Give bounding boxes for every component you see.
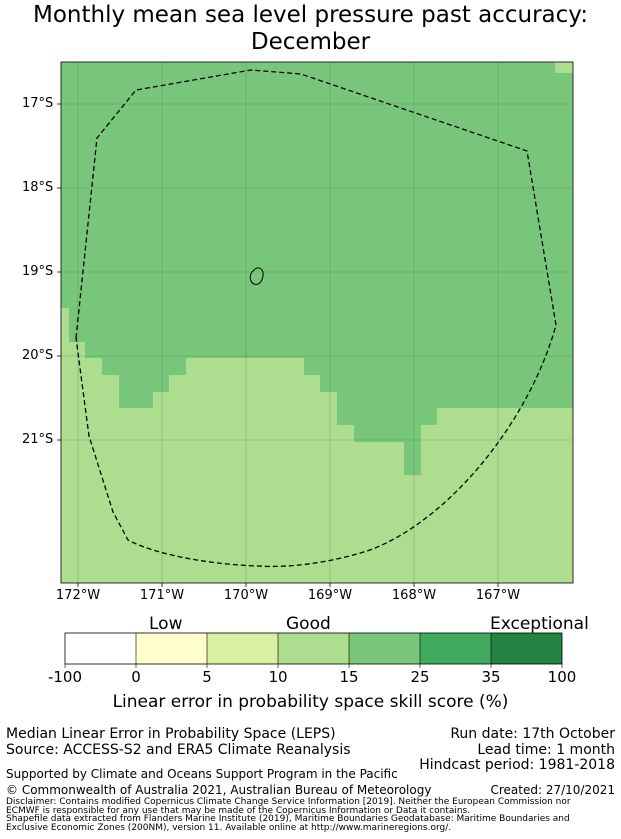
colorbar-seg-3	[207, 633, 278, 664]
copyright-text: © Commonwealth of Australia 2021, Austra…	[6, 783, 432, 797]
lat-label-17s: 17°S	[22, 96, 54, 111]
method-text: Median Linear Error in Probability Space…	[6, 726, 336, 742]
colorbar-frame	[64, 632, 563, 665]
colorbar-axis-label: Linear error in probability space skill …	[112, 692, 509, 712]
lat-label-21s: 21°S	[22, 432, 54, 447]
colorbar-seg-5	[349, 633, 420, 664]
disclaimer-line-2: ECMWF is responsible for any use that ma…	[6, 806, 471, 816]
title-line-2: December	[250, 29, 371, 55]
eez-boundary	[75, 69, 557, 568]
colorbar-category-exceptional: Exceptional	[490, 614, 589, 634]
map-frame	[60, 61, 574, 584]
colorbar-seg-2	[136, 633, 207, 664]
colorbar-tick: -100	[47, 668, 83, 686]
colorbar-category-low: Low	[149, 614, 183, 634]
lead-time-text: Lead time: 1 month	[477, 742, 615, 758]
colorbar-tick: 25	[410, 668, 430, 686]
source-text: Source: ACCESS-S2 and ERA5 Climate Reana…	[6, 742, 351, 758]
colorbar-seg-4	[278, 633, 349, 664]
created-text: Created: 27/10/2021	[490, 783, 615, 797]
lon-label-169w: 169°W	[307, 588, 353, 603]
lat-label-20s: 20°S	[22, 348, 54, 363]
title-line-1: Monthly mean sea level pressure past acc…	[33, 2, 588, 28]
map-title: Monthly mean sea level pressure past acc…	[0, 2, 621, 56]
niue-island-outline	[249, 267, 264, 285]
lon-label-171w: 171°W	[139, 588, 185, 603]
lon-label-167w: 167°W	[475, 588, 521, 603]
support-text: Supported by Climate and Oceans Support …	[6, 767, 398, 781]
colorbar-seg-7	[491, 633, 562, 664]
shapefile-line-2: Exclusive Economic Zones (200NM), versio…	[6, 823, 452, 833]
colorbar-tick: 5	[202, 668, 212, 686]
lon-label-170w: 170°W	[223, 588, 269, 603]
hindcast-text: Hindcast period: 1981-2018	[419, 757, 615, 773]
lat-label-19s: 19°S	[22, 264, 54, 279]
colorbar-tick: 0	[131, 668, 141, 686]
lon-label-168w: 168°W	[391, 588, 437, 603]
colorbar-tick: 100	[547, 668, 577, 686]
map-gridlines	[61, 62, 573, 583]
disclaimer-line-1: Disclaimer: Contains modified Copernicus…	[6, 797, 571, 807]
colorbar-seg-1	[65, 633, 136, 664]
colorbar-tick: 10	[268, 668, 288, 686]
lat-label-18s: 18°S	[22, 180, 54, 195]
colorbar-tick: 35	[481, 668, 501, 686]
axis-ticks	[57, 103, 499, 587]
run-date-text: Run date: 17th October	[450, 726, 615, 742]
colorbar-category-good: Good	[286, 614, 331, 634]
shapefile-line-1: Shapefile data extracted from Flanders M…	[6, 814, 570, 824]
colorbar-seg-6	[420, 633, 491, 664]
colorbar-tick: 15	[339, 668, 359, 686]
good-upper-region	[61, 62, 573, 475]
colorbar	[64, 632, 563, 668]
lon-label-172w: 172°W	[55, 588, 101, 603]
